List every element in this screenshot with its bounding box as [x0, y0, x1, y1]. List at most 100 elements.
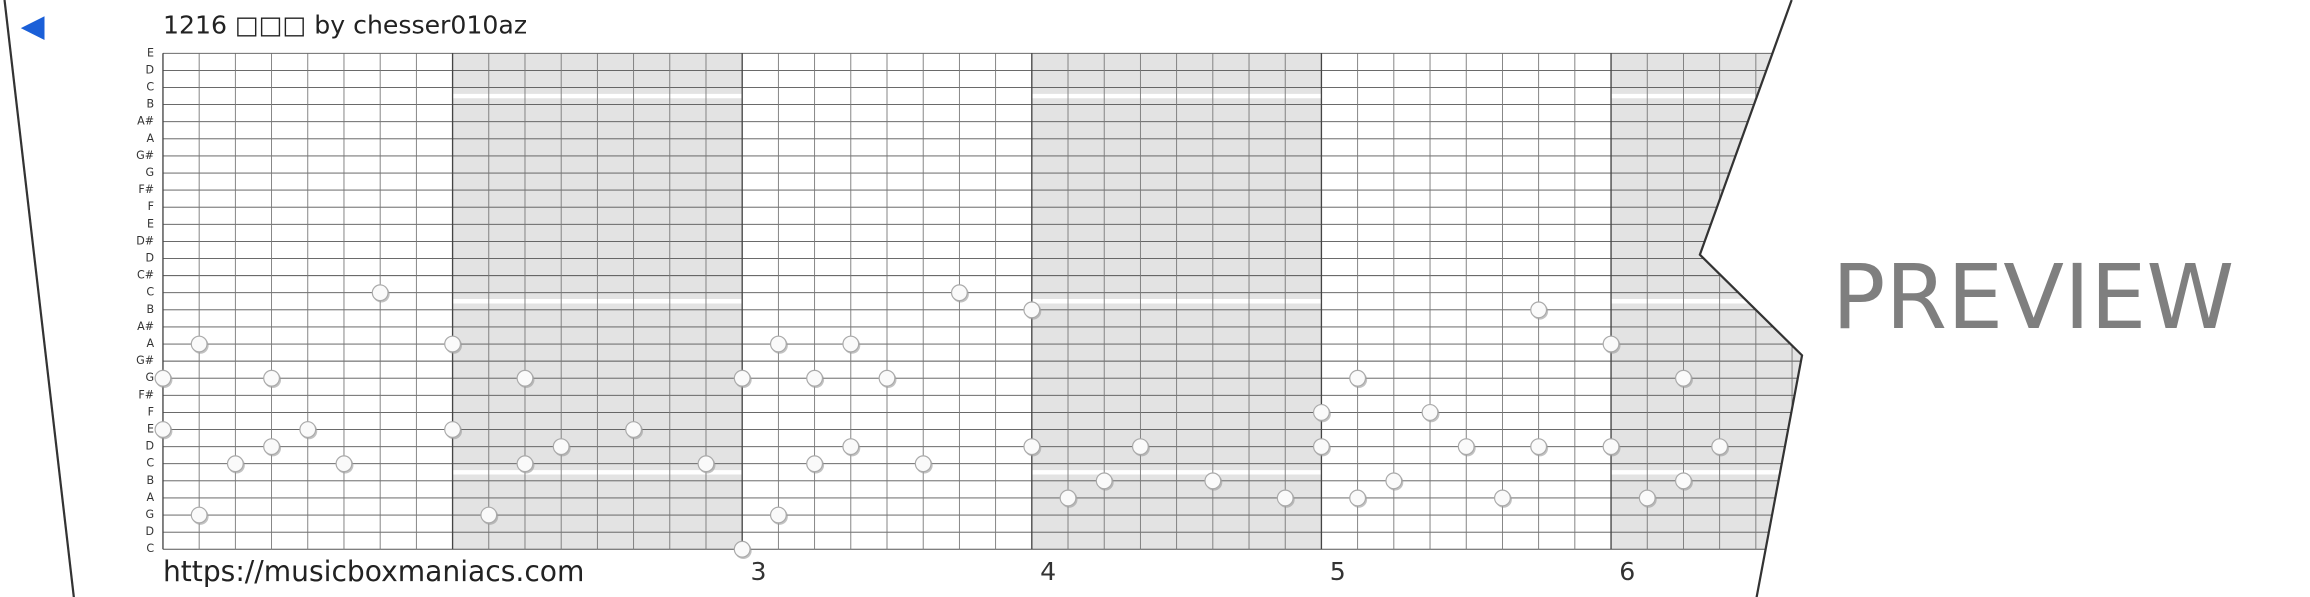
row-label: B [146, 98, 154, 111]
note [1711, 438, 1730, 457]
row-label: F# [138, 388, 154, 401]
note [1602, 438, 1621, 457]
note [1131, 438, 1150, 457]
note-hole [769, 506, 787, 524]
note-hole [733, 540, 751, 558]
note [806, 455, 825, 474]
note-hole [697, 455, 715, 473]
row-label: C [146, 81, 154, 94]
note-hole [806, 369, 824, 387]
note [842, 438, 861, 457]
note [1059, 489, 1078, 508]
note-hole [371, 284, 389, 302]
note-hole [190, 506, 208, 524]
note [1385, 472, 1404, 491]
row-label: E [147, 46, 154, 59]
note-hole [769, 335, 787, 353]
note [1312, 438, 1331, 457]
note [733, 540, 752, 560]
row-label: G [145, 371, 154, 384]
measure-number: 4 [1040, 557, 1056, 586]
url: https://musicboxmaniacs.com [163, 555, 584, 588]
note-hole [806, 455, 824, 473]
row-label: C# [137, 269, 154, 282]
note-hole [480, 506, 498, 524]
row-label: A [146, 132, 154, 145]
note-hole [914, 455, 932, 473]
row-label: G# [136, 149, 154, 162]
note-hole [1530, 301, 1548, 319]
note-hole [1312, 403, 1330, 421]
note [1602, 335, 1621, 354]
note-hole [226, 455, 244, 473]
row-label: A# [137, 320, 154, 333]
note-hole [1023, 438, 1041, 456]
note [154, 369, 173, 389]
measure-number: 6 [1619, 557, 1635, 586]
note [1023, 438, 1042, 457]
row-label: B [146, 474, 154, 487]
note-hole [950, 284, 968, 302]
preview-label: PREVIEW [1832, 246, 2234, 349]
row-label: C [146, 457, 154, 470]
note [625, 421, 644, 440]
note [552, 438, 571, 457]
note [263, 438, 282, 457]
note [1675, 369, 1693, 389]
row-label: C [146, 542, 154, 555]
note-hole [1457, 438, 1475, 456]
note-hole [1675, 472, 1692, 490]
note-hole [1349, 489, 1367, 507]
note [1493, 489, 1512, 508]
note [1638, 489, 1657, 508]
row-label: D [146, 63, 155, 76]
note [769, 335, 788, 354]
measure-number: 3 [750, 557, 766, 586]
note-hole [263, 369, 281, 387]
note [263, 369, 282, 389]
row-label: E [147, 217, 154, 230]
row-label: E [147, 423, 154, 436]
note [480, 506, 499, 525]
note-hole [190, 335, 208, 353]
note-hole [1095, 472, 1113, 490]
note-hole [444, 335, 462, 353]
note-hole [842, 438, 860, 456]
note-hole [299, 421, 317, 438]
note-hole [1204, 472, 1222, 490]
strip-edge [3, 0, 75, 597]
note [190, 506, 209, 525]
note-hole [154, 369, 172, 387]
note [516, 369, 535, 389]
note [516, 455, 535, 474]
note [914, 455, 933, 474]
note-hole [625, 421, 643, 438]
row-label: A [146, 491, 154, 504]
row-label: D [146, 252, 155, 265]
note [299, 421, 318, 440]
note-hole [1711, 438, 1729, 456]
note [154, 421, 173, 440]
note [1675, 472, 1693, 491]
note [226, 455, 245, 474]
row-label: F [148, 200, 154, 213]
note [1095, 472, 1114, 491]
row-label: D [146, 525, 155, 538]
strip-background [4, 0, 1803, 597]
note [1023, 301, 1042, 320]
note [1530, 301, 1549, 320]
back-button[interactable] [20, 16, 45, 40]
note-hole [1602, 438, 1620, 456]
note [769, 506, 788, 525]
note-hole [1023, 301, 1041, 319]
note-hole [1349, 369, 1367, 387]
note [1457, 438, 1476, 457]
note-hole [1638, 489, 1656, 507]
note [1204, 472, 1223, 491]
note [1421, 403, 1440, 423]
note [1312, 403, 1331, 423]
note-hole [1276, 489, 1294, 507]
note-hole [154, 421, 172, 438]
note [1349, 489, 1368, 508]
note-hole [1493, 489, 1511, 507]
